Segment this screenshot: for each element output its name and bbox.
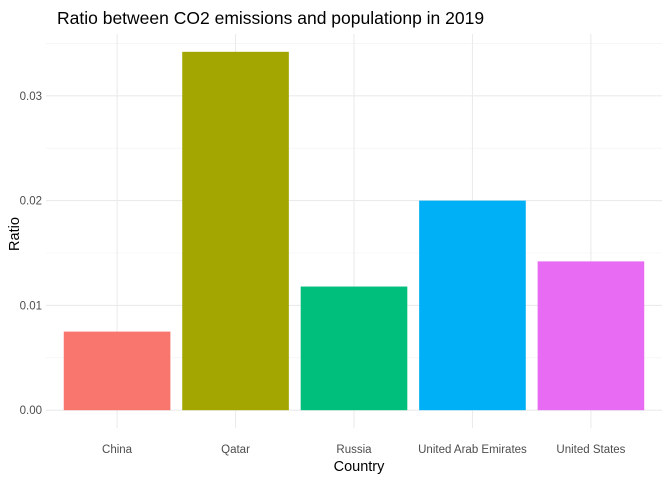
y-axis-title: Ratio <box>7 217 23 251</box>
x-axis-ticks: China Qatar Russia United Arab Emirates Unit… <box>102 444 626 456</box>
bar-qatar <box>182 51 289 411</box>
y-tick-label: 0.03 <box>20 91 42 103</box>
chart-title: Ratio between CO2 emissions and populati… <box>57 8 484 28</box>
bar-china <box>63 331 171 411</box>
x-tick-label: Russia <box>336 444 372 456</box>
y-tick-label: 0.02 <box>20 196 42 208</box>
x-axis-title: Country <box>334 459 386 475</box>
bar-united-arab-emirates <box>419 200 526 411</box>
y-tick-label: 0.01 <box>20 300 42 312</box>
bars <box>63 51 645 411</box>
y-axis-ticks: 0.00 0.01 0.02 0.03 <box>20 91 42 417</box>
y-tick-label: 0.00 <box>20 405 42 417</box>
x-tick-label: United Arab Emirates <box>418 444 527 456</box>
bar-united-states <box>537 261 645 411</box>
x-tick-label: Qatar <box>221 444 250 456</box>
x-tick-label: China <box>102 444 133 456</box>
x-tick-label: United States <box>556 444 625 456</box>
bar-russia <box>300 286 408 411</box>
